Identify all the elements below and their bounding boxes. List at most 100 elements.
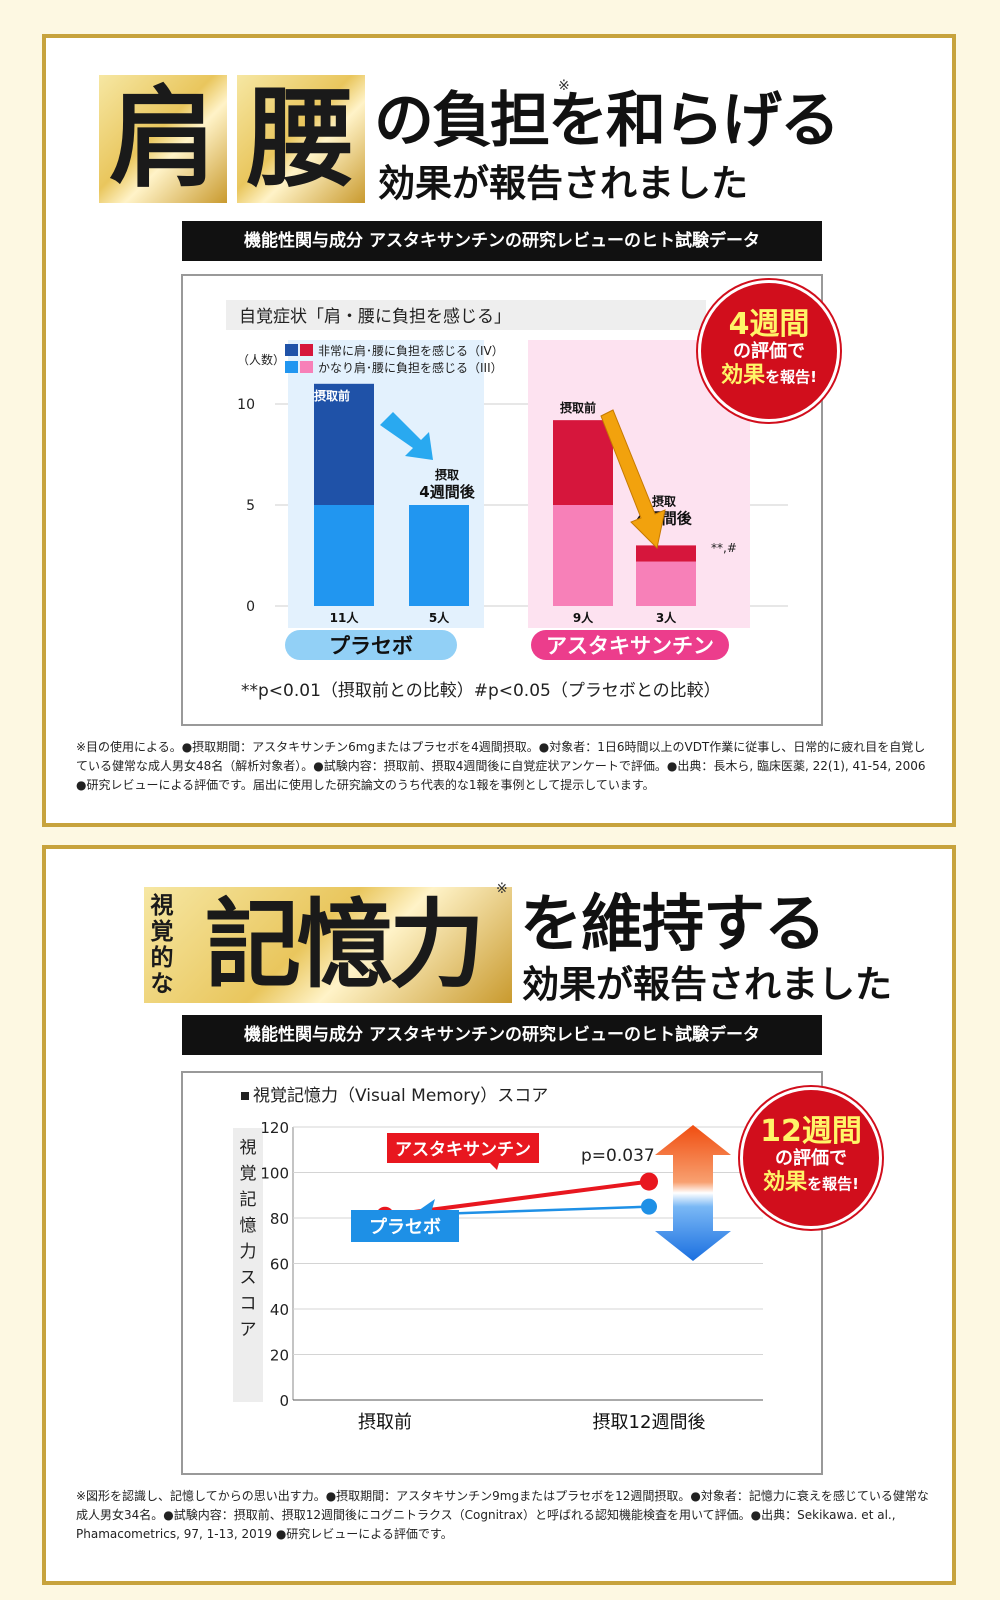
memory-title-box: 視 覚 的 な 記憶力 [144, 887, 512, 1003]
series-point-1-1 [641, 1198, 657, 1215]
badge2-weeks: 12週間 [760, 1114, 862, 1149]
shoulder-back-panel: 肩 腰 の負担を和らげる ※ 効果が報告されました 機能性関与成分 アスタキサン… [42, 34, 956, 827]
line-ytick-0: 0 [279, 1392, 289, 1410]
twelve-week-badge: 12週間 の評価で 効果を報告! [740, 1087, 882, 1229]
svg-text:覚: 覚 [240, 1164, 257, 1184]
legend: 非常に肩･腰に負担を感じる（IV） かなり肩･腰に負担を感じる（III） [285, 343, 504, 375]
four-week-badge: 4週間 の評価で 効果を報告! [698, 280, 840, 422]
legend-swatch-iv-pink [300, 344, 313, 356]
small-kanji-3: 的 [150, 944, 174, 971]
footnote-2: ※図形を認識し、記憶してからの思い出す力。●摂取期間：アスタキサンチン9mgまた… [76, 1489, 929, 1541]
callout-astaxanthin: アスタキサンチン [387, 1133, 539, 1170]
bar-iv-2 [553, 420, 613, 505]
line-ytick-80: 80 [270, 1210, 289, 1228]
line-xtick-0: 摂取前 [358, 1412, 412, 1433]
bar-cat-label-2: 摂取前 [560, 400, 596, 415]
kanji-back: 腰 [246, 76, 355, 202]
bar-total-2: 9人 [573, 610, 594, 625]
bar-ytick-5: 5 [246, 498, 255, 514]
legend-label-iii: かなり肩･腰に負担を感じる（III） [318, 360, 503, 375]
bar-total-0: 11人 [330, 610, 360, 625]
astaxanthin-decrease-arrow [600, 409, 666, 550]
legend-label-iv: 非常に肩･腰に負担を感じる（IV） [318, 343, 504, 358]
line-ytick-120: 120 [260, 1119, 289, 1137]
group-label-placebo: プラセボ [285, 630, 457, 660]
line-chart-title: 視覚記憶力（Visual Memory）スコア [253, 1086, 548, 1106]
svg-text:摂取: 摂取 [652, 493, 676, 508]
visual-memory-panel: 視 覚 的 な 記憶力 ※ を維持する 効果が報告されました 機能性関与成分 ア… [42, 845, 956, 1585]
small-kanji-column: 視 覚 的 な [148, 893, 176, 997]
legend-swatch-iii-blue [285, 361, 298, 373]
svg-text:摂取: 摂取 [435, 467, 459, 482]
small-kanji-1: 視 [150, 892, 174, 919]
legend-swatch-iv-dark [285, 344, 298, 356]
line-title-marker [241, 1092, 249, 1100]
headline-asterisk: ※ [558, 78, 570, 94]
p-value-annotation: p=0.037 [581, 1146, 655, 1166]
svg-text:ス: ス [240, 1268, 257, 1288]
svg-text:記: 記 [240, 1190, 257, 1210]
bar-cat-label-1: 摂取4週間後 [419, 467, 475, 501]
line-ytick-100: 100 [260, 1165, 289, 1183]
line-xtick-1: 摂取12週間後 [593, 1412, 706, 1433]
svg-text:憶: 憶 [240, 1216, 257, 1236]
footnote: ※目の使用による。●摂取期間：アスタキサンチン6mgまたはプラセボを4週間摂取。… [76, 740, 926, 792]
y-axis-unit: （人数） [237, 352, 285, 367]
bar-total-3: 3人 [656, 610, 677, 625]
svg-text:力: 力 [240, 1242, 257, 1262]
kanji-box-shoulder: 肩 [99, 75, 227, 203]
headline2-asterisk: ※ [496, 881, 508, 897]
bar-iii-3 [636, 561, 696, 606]
y-axis-label-bg [233, 1128, 263, 1402]
line-chart-box: 視覚記憶力（Visual Memory）スコア 視覚記憶力スコア 0 20 40 60… [181, 1071, 823, 1475]
small-kanji-2: 覚 [150, 918, 174, 945]
bar-cat-label-0: 摂取前 [314, 388, 350, 403]
badge-evaluated: の評価で [733, 341, 805, 362]
small-kanji-4: な [150, 970, 174, 997]
bar-iii-2 [553, 505, 613, 606]
chart-title-bg [226, 300, 706, 330]
svg-text:プラセボ: プラセボ [369, 1216, 441, 1238]
svg-text:アスタキサンチン: アスタキサンチン [395, 1140, 531, 1160]
data-banner: 機能性関与成分 アスタキサンチンの研究レビューのヒト試験データ [182, 221, 822, 261]
badge-effect: 効果を報告! [721, 363, 817, 388]
headline-maintain: を維持する [520, 887, 826, 960]
kanji-shoulder: 肩 [108, 76, 217, 202]
chart-title: 自覚症状「肩・腰に負担を感じる」 [239, 307, 511, 327]
p-value-note: **p<0.01（摂取前との比較）#p<0.05（プラセボとの比較） [241, 681, 721, 701]
difference-double-arrow [655, 1125, 731, 1261]
placebo-decrease-arrow [380, 412, 433, 460]
line-ytick-60: 60 [270, 1256, 289, 1274]
svg-text:アスタキサンチン: アスタキサンチン [546, 634, 714, 658]
svg-text:ア: ア [240, 1320, 257, 1340]
callout-placebo: プラセボ [351, 1199, 459, 1242]
line-ytick-20: 20 [270, 1347, 289, 1365]
svg-text:視: 視 [240, 1138, 257, 1158]
bar-iii-0 [314, 505, 374, 606]
svg-text:コ: コ [240, 1294, 257, 1314]
bar-ytick-0: 0 [246, 599, 255, 615]
bar-total-1: 5人 [429, 610, 450, 625]
subhead-reported: 効果が報告されました [378, 161, 748, 205]
subhead2-reported: 効果が報告されました [522, 962, 892, 1006]
series-point-0-1 [640, 1172, 658, 1191]
badge2-evaluated: の評価で [775, 1148, 847, 1169]
bar-ytick-10: 10 [237, 397, 255, 413]
bar-iv-3 [636, 545, 696, 562]
data-banner-2: 機能性関与成分 アスタキサンチンの研究レビューのヒト試験データ [182, 1015, 822, 1055]
group-label-astaxanthin: アスタキサンチン [531, 630, 729, 660]
svg-text:4週間後: 4週間後 [419, 483, 475, 501]
line-ytick-40: 40 [270, 1301, 289, 1319]
memory-big-kanji: 記憶力 [205, 888, 485, 1001]
badge-weeks: 4週間 [728, 307, 810, 342]
bar-iii-1 [409, 505, 469, 606]
badge2-effect: 効果を報告! [763, 1170, 859, 1195]
headline-reduce-burden: の負担を和らげる [374, 86, 840, 156]
bar-iv-0 [314, 383, 374, 505]
legend-swatch-iii-pink [300, 361, 313, 373]
kanji-box-back: 腰 [237, 75, 365, 203]
significance-mark: **,# [711, 541, 737, 555]
